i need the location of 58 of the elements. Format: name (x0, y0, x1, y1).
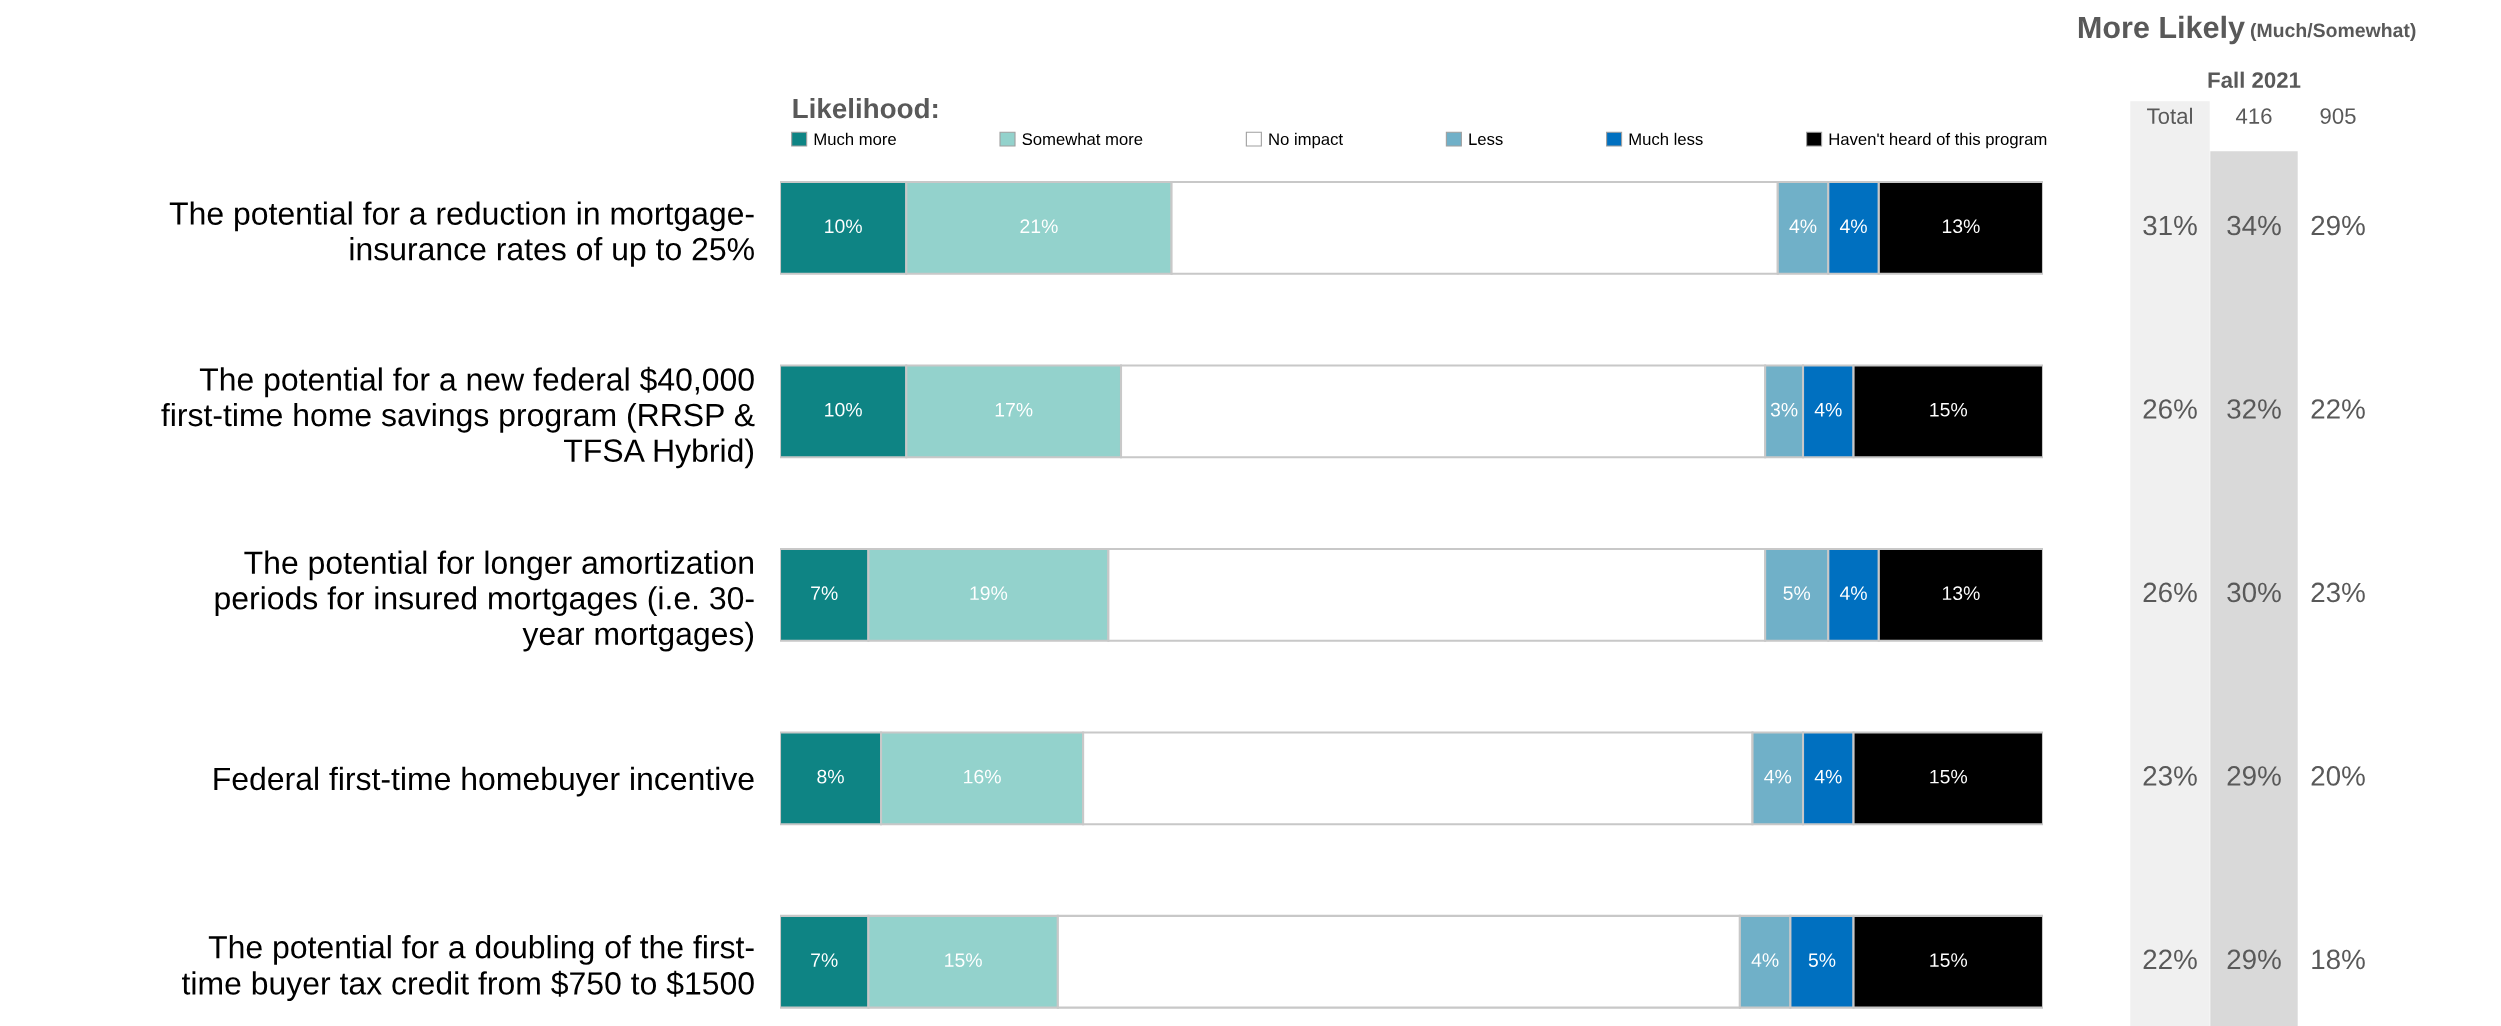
legend-label: Much less (1629, 132, 1703, 146)
y-tick-label: The potential for longer amortization periods for insured mortgages (i.e. 30- year mortgages) (215, 550, 754, 652)
y-tick-label: Federal first-time homebuyer incentive (214, 766, 754, 797)
data-label: 10% (825, 219, 862, 234)
data-label: 15% (1930, 402, 1968, 417)
legend-label: Less (1469, 133, 1503, 146)
data-label: 7% (811, 953, 838, 967)
data-label: 5% (1808, 953, 1836, 967)
data-label: 5% (1783, 586, 1811, 601)
legend-label: Somewhat more (1022, 132, 1143, 146)
data-label: 13% (1942, 219, 1980, 234)
data-label: 21% (1020, 219, 1058, 234)
text: More Likely (2078, 15, 2245, 45)
text: 26% (2143, 582, 2197, 603)
legend-title: Likelihood: (793, 97, 938, 119)
data-label: 4% (1814, 402, 1842, 417)
data-label: 19% (970, 586, 1008, 601)
data-label: 4% (1814, 769, 1842, 784)
text: 18% (2312, 949, 2365, 970)
data-label: 4% (1751, 953, 1779, 967)
text: 29% (2227, 949, 2281, 970)
text: 29% (2227, 766, 2281, 786)
data-label: 3% (1770, 402, 1798, 417)
data-label: 15% (1930, 769, 1968, 784)
data-label: 4% (1839, 586, 1867, 600)
text: 22% (2311, 399, 2365, 419)
text: 29% (2311, 215, 2365, 236)
legend-label: Haven't heard of this program (1829, 132, 2047, 149)
data-label: 4% (1839, 219, 1867, 234)
text: 26% (2143, 399, 2197, 419)
data-label: 16% (964, 769, 1001, 784)
text: 22% (2143, 949, 2197, 970)
text: Fall 2021 (2208, 71, 2301, 88)
text: 30% (2227, 582, 2281, 603)
data-label: 7% (811, 586, 838, 600)
text: 23% (2143, 766, 2197, 786)
y-tick-label: The potential for a new federal $40,000 first-time home savings program (RRSP & TFSA Hybrid) (161, 366, 755, 469)
text: 416 (2235, 108, 2272, 124)
legend-label: Much more (814, 132, 896, 146)
data-label: 17% (995, 402, 1033, 417)
data-label: 15% (945, 953, 982, 967)
data-label: 4% (1764, 769, 1792, 784)
data-label: 4% (1789, 219, 1817, 234)
data-label: 15% (1930, 953, 1968, 967)
data-label: 13% (1942, 586, 1980, 601)
y-tick-label: The potential for a doubling of the first- time buyer tax credit from $750 to $1500 (182, 935, 754, 1002)
y-tick-label: The potential for a reduction in mortgage- insurance rates of up to 25% (169, 201, 754, 267)
text: Total (2147, 107, 2192, 124)
data-label: 8% (817, 769, 844, 784)
text: 34% (2227, 215, 2281, 236)
text: 23% (2311, 582, 2365, 603)
text: 31% (2143, 215, 2197, 236)
text: No impact (1269, 132, 1343, 149)
text: 20% (2311, 766, 2365, 786)
text: 32% (2227, 399, 2281, 419)
text: 905 (2320, 108, 2356, 124)
data-label: 10% (825, 402, 862, 417)
text: (Much/Somewhat) (2250, 22, 2416, 42)
